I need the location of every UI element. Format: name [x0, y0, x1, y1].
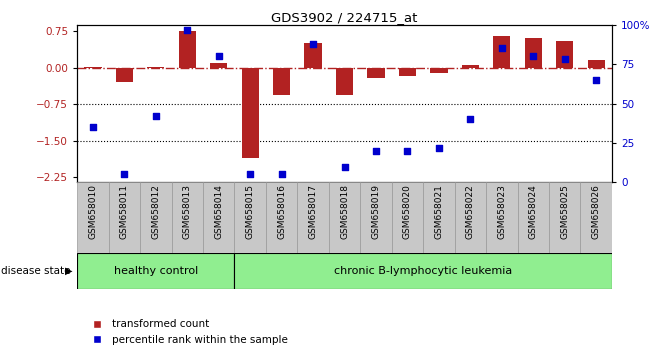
Bar [588, 61, 605, 68]
Point [560, 57, 570, 62]
Bar [549, 182, 580, 253]
Bar [147, 67, 164, 68]
Bar [203, 182, 234, 253]
Bar [430, 68, 448, 73]
Bar [329, 182, 360, 253]
Text: GSM658011: GSM658011 [120, 184, 129, 239]
Point [245, 172, 256, 177]
Legend: transformed count, percentile rank within the sample: transformed count, percentile rank withi… [83, 315, 292, 349]
Bar [210, 63, 227, 68]
Bar [140, 182, 172, 253]
Text: GSM658020: GSM658020 [403, 184, 412, 239]
Point [182, 27, 193, 32]
Bar [109, 182, 140, 253]
Bar [85, 67, 101, 68]
Point [339, 164, 350, 169]
Bar [336, 68, 353, 95]
Bar [234, 253, 612, 289]
Bar [493, 36, 511, 68]
Bar [77, 253, 234, 289]
Text: GSM658024: GSM658024 [529, 184, 538, 239]
Text: GSM658021: GSM658021 [434, 184, 444, 239]
Bar [242, 68, 259, 158]
Bar [273, 68, 291, 95]
Point [497, 46, 507, 51]
Bar [178, 31, 196, 68]
Title: GDS3902 / 224715_at: GDS3902 / 224715_at [271, 11, 418, 24]
Bar [556, 41, 574, 68]
Point [370, 148, 381, 154]
Point [433, 145, 444, 150]
Text: GSM658010: GSM658010 [89, 184, 97, 239]
Point [213, 53, 224, 59]
Bar [234, 182, 266, 253]
Bar [525, 39, 542, 68]
Bar [367, 68, 384, 79]
Point [87, 124, 98, 130]
Text: GSM658014: GSM658014 [214, 184, 223, 239]
Text: GSM658015: GSM658015 [246, 184, 255, 239]
Bar [297, 182, 329, 253]
Bar [517, 182, 549, 253]
Bar [266, 182, 297, 253]
Point [119, 172, 130, 177]
Text: GSM658013: GSM658013 [183, 184, 192, 239]
Text: GSM658022: GSM658022 [466, 184, 475, 239]
Text: GSM658025: GSM658025 [560, 184, 569, 239]
Bar [486, 182, 517, 253]
Point [528, 53, 539, 59]
Text: ▶: ▶ [65, 266, 73, 276]
Text: disease state: disease state [1, 266, 71, 276]
Text: GSM658017: GSM658017 [309, 184, 317, 239]
Bar [399, 68, 416, 76]
Bar [580, 182, 612, 253]
Bar [115, 68, 133, 82]
Text: GSM658023: GSM658023 [497, 184, 507, 239]
Bar [360, 182, 392, 253]
Point [465, 116, 476, 122]
Text: GSM658018: GSM658018 [340, 184, 349, 239]
Point [308, 41, 319, 46]
Point [591, 77, 602, 83]
Text: GSM658019: GSM658019 [372, 184, 380, 239]
Bar [462, 65, 479, 68]
Bar [423, 182, 455, 253]
Text: healthy control: healthy control [113, 266, 198, 276]
Point [276, 172, 287, 177]
Bar [172, 182, 203, 253]
Text: GSM658026: GSM658026 [592, 184, 601, 239]
Bar [455, 182, 486, 253]
Bar [305, 43, 322, 68]
Point [402, 148, 413, 154]
Point [150, 113, 161, 119]
Text: GSM658012: GSM658012 [151, 184, 160, 239]
Text: GSM658016: GSM658016 [277, 184, 286, 239]
Bar [77, 182, 109, 253]
Bar [392, 182, 423, 253]
Text: chronic B-lymphocytic leukemia: chronic B-lymphocytic leukemia [334, 266, 513, 276]
